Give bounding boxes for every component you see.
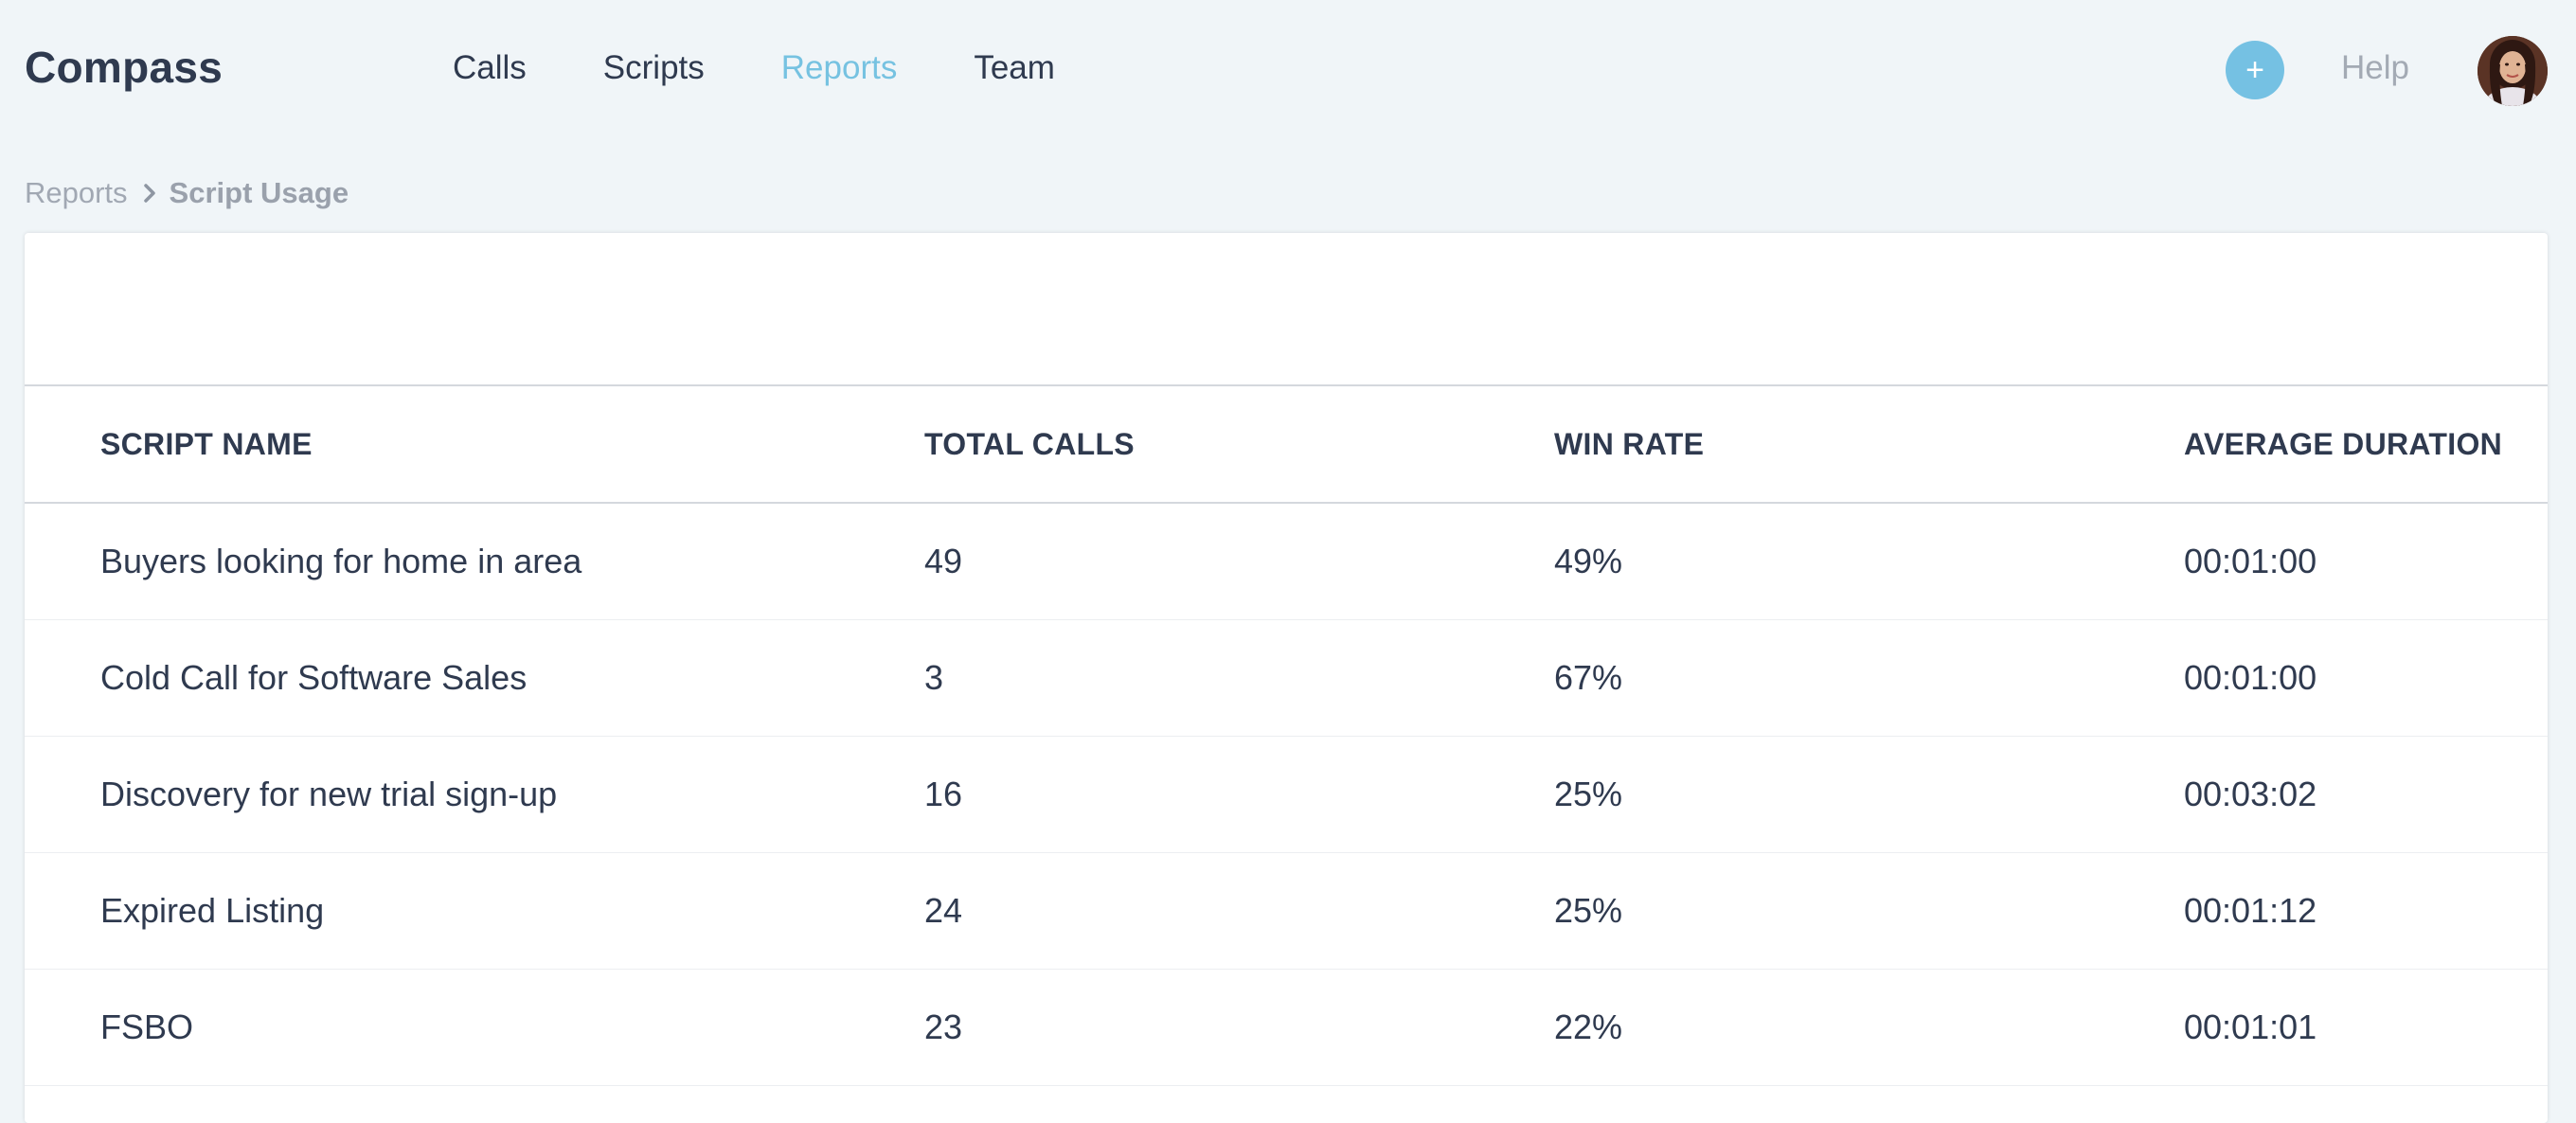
- avatar[interactable]: [2478, 36, 2548, 106]
- breadcrumb: Reports Script Usage: [25, 176, 349, 210]
- table-row[interactable]: FSBO 23 22% 00:01:01: [25, 969, 2548, 1086]
- header-win-rate[interactable]: WIN RATE: [1554, 386, 2184, 504]
- header-total-calls[interactable]: TOTAL CALLS: [924, 386, 1554, 504]
- total-calls-cell: 16: [924, 736, 1554, 853]
- chevron-right-icon: [143, 184, 155, 203]
- script-name-cell: Buyers looking for home in area: [25, 503, 924, 620]
- script-usage-card: SCRIPT NAME TOTAL CALLS WIN RATE AVERAGE…: [25, 233, 2548, 1123]
- script-name-cell: FSBO: [25, 969, 924, 1086]
- nav-team[interactable]: Team: [974, 49, 1055, 86]
- table-header-row: SCRIPT NAME TOTAL CALLS WIN RATE AVERAGE…: [25, 386, 2548, 504]
- table-row[interactable]: Cold Call for Software Sales 3 67% 00:01…: [25, 619, 2548, 737]
- help-link[interactable]: Help: [2341, 49, 2409, 86]
- average-duration-cell: 00:01:01: [2184, 969, 2548, 1086]
- total-calls-cell: 23: [924, 969, 1554, 1086]
- table-row[interactable]: Expired Listing 24 25% 00:01:12: [25, 852, 2548, 970]
- win-rate-cell: 49%: [1554, 503, 2184, 620]
- breadcrumb-current: Script Usage: [169, 176, 349, 209]
- add-button[interactable]: +: [2226, 41, 2284, 99]
- plus-icon: +: [2245, 52, 2264, 88]
- table-row[interactable]: Buyers looking for home in area 49 49% 0…: [25, 503, 2548, 620]
- script-name-cell: Discovery for new trial sign-up: [25, 736, 924, 853]
- header-script-name[interactable]: SCRIPT NAME: [25, 386, 924, 504]
- script-name-cell: Cold Call for Software Sales: [25, 619, 924, 737]
- nav-scripts[interactable]: Scripts: [602, 49, 705, 86]
- main-nav: Calls Scripts Reports Team: [453, 49, 1132, 87]
- nav-calls[interactable]: Calls: [453, 49, 527, 86]
- win-rate-cell: 67%: [1554, 619, 2184, 737]
- header-average-duration[interactable]: AVERAGE DURATION: [2184, 386, 2548, 504]
- average-duration-cell: 00:01:12: [2184, 852, 2548, 970]
- top-navigation-bar: Compass Calls Scripts Reports Team + Hel…: [0, 0, 2576, 142]
- breadcrumb-reports-link[interactable]: Reports: [25, 176, 128, 209]
- total-calls-cell: 3: [924, 619, 1554, 737]
- total-calls-cell: 24: [924, 852, 1554, 970]
- average-duration-cell: 00:03:02: [2184, 736, 2548, 853]
- average-duration-cell: 00:01:00: [2184, 503, 2548, 620]
- table-row[interactable]: Discovery for new trial sign-up 16 25% 0…: [25, 736, 2548, 853]
- nav-reports[interactable]: Reports: [780, 49, 898, 86]
- card-header: [25, 233, 2548, 386]
- total-calls-cell: 49: [924, 503, 1554, 620]
- win-rate-cell: 25%: [1554, 852, 2184, 970]
- script-usage-table: SCRIPT NAME TOTAL CALLS WIN RATE AVERAGE…: [25, 386, 2548, 1086]
- user-avatar-icon: [2478, 36, 2548, 106]
- app-logo[interactable]: Compass: [25, 43, 224, 92]
- average-duration-cell: 00:01:00: [2184, 619, 2548, 737]
- win-rate-cell: 22%: [1554, 969, 2184, 1086]
- script-name-cell: Expired Listing: [25, 852, 924, 970]
- win-rate-cell: 25%: [1554, 736, 2184, 853]
